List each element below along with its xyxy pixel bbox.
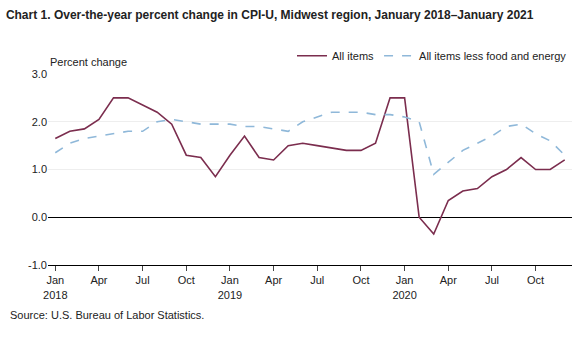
svg-text:Apr: Apr xyxy=(440,274,457,286)
svg-text:Oct: Oct xyxy=(527,274,544,286)
svg-text:Apr: Apr xyxy=(265,274,282,286)
svg-text:Jul: Jul xyxy=(136,274,150,286)
svg-text:Chart 1. Over-the-year percent: Chart 1. Over-the-year percent change in… xyxy=(6,8,534,22)
svg-text:Percent change: Percent change xyxy=(50,56,127,68)
svg-text:Jan2020: Jan2020 xyxy=(392,274,416,300)
svg-text:-1.0: -1.0 xyxy=(28,259,47,271)
svg-text:All items less food and energy: All items less food and energy xyxy=(419,50,566,62)
svg-text:Jul: Jul xyxy=(310,274,324,286)
svg-text:All items: All items xyxy=(332,50,374,62)
svg-text:2.0: 2.0 xyxy=(32,116,47,128)
svg-text:1.0: 1.0 xyxy=(32,163,47,175)
svg-text:Jan2019: Jan2019 xyxy=(218,274,242,300)
svg-text:Jul: Jul xyxy=(485,274,499,286)
svg-text:Apr: Apr xyxy=(90,274,107,286)
svg-text:Jan2018: Jan2018 xyxy=(43,274,67,300)
svg-text:0.0: 0.0 xyxy=(32,211,47,223)
svg-text:Oct: Oct xyxy=(352,274,369,286)
svg-text:Oct: Oct xyxy=(178,274,195,286)
svg-text:3.0: 3.0 xyxy=(32,68,47,80)
svg-text:Source: U.S. Bureau of Labor S: Source: U.S. Bureau of Labor Statistics. xyxy=(10,309,204,321)
